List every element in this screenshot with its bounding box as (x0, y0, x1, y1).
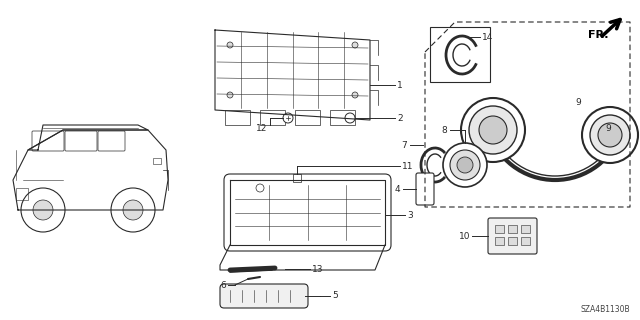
Circle shape (582, 107, 638, 163)
Text: 2: 2 (397, 114, 403, 123)
Bar (330, 110, 355, 125)
Text: 11: 11 (402, 162, 413, 171)
Text: 3: 3 (407, 211, 413, 220)
Text: 4: 4 (394, 185, 400, 194)
Bar (521, 237, 530, 245)
Text: 9: 9 (575, 98, 580, 107)
Text: 8: 8 (441, 125, 447, 134)
Text: 12: 12 (256, 124, 268, 132)
Text: 13: 13 (312, 265, 323, 274)
FancyBboxPatch shape (416, 173, 434, 205)
Circle shape (479, 116, 507, 144)
Bar (16, 188, 28, 200)
Circle shape (21, 188, 65, 232)
Circle shape (352, 92, 358, 98)
Circle shape (352, 42, 358, 48)
Bar (521, 225, 530, 233)
Circle shape (256, 184, 264, 192)
Bar (260, 110, 285, 125)
Text: 7: 7 (401, 140, 407, 149)
Circle shape (590, 115, 630, 155)
Bar (293, 174, 301, 182)
Text: 10: 10 (458, 231, 470, 241)
Bar (508, 225, 517, 233)
Bar (225, 110, 250, 125)
Circle shape (443, 143, 487, 187)
Text: 14: 14 (482, 33, 493, 42)
Circle shape (33, 200, 53, 220)
Circle shape (450, 150, 480, 180)
Circle shape (457, 157, 473, 173)
Circle shape (227, 92, 233, 98)
Bar (153, 158, 161, 164)
Circle shape (469, 106, 517, 154)
Text: SZA4B1130B: SZA4B1130B (580, 305, 630, 314)
Bar (495, 237, 504, 245)
Circle shape (111, 188, 155, 232)
Text: 9: 9 (605, 124, 611, 132)
Text: FR.: FR. (588, 30, 609, 40)
Circle shape (283, 113, 293, 123)
FancyBboxPatch shape (220, 284, 308, 308)
Text: 5: 5 (332, 292, 338, 300)
Bar (508, 237, 517, 245)
Bar (295, 110, 320, 125)
Circle shape (461, 98, 525, 162)
Bar (495, 225, 504, 233)
Text: 1: 1 (397, 81, 403, 90)
Circle shape (598, 123, 622, 147)
Bar (430, 27, 490, 82)
Text: 6: 6 (220, 281, 226, 290)
FancyBboxPatch shape (488, 218, 537, 254)
Circle shape (123, 200, 143, 220)
Circle shape (227, 42, 233, 48)
Circle shape (345, 113, 355, 123)
